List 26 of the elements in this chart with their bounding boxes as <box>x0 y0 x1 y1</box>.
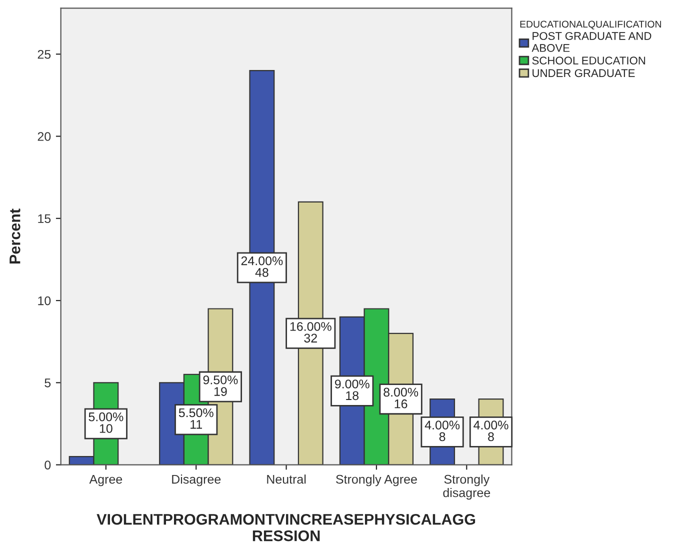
data-label: 9.50% 19 <box>203 375 238 396</box>
x-tick-label: Disagree <box>172 474 221 486</box>
y-axis-title: Percent <box>10 208 20 264</box>
data-label: 8.00% 16 <box>384 388 418 408</box>
x-tick-label: Agree <box>89 474 122 486</box>
legend-label: UNDER GRADUATE <box>532 69 635 78</box>
y-tick-label: 20 <box>38 132 51 141</box>
data-label: 4.00% 8 <box>424 420 460 442</box>
legend-title: EDUCATIONALQUALIFICATION <box>520 20 661 30</box>
legend-label: SCHOOL EDUCATION <box>532 56 646 64</box>
data-label: 5.50% 11 <box>178 408 214 429</box>
y-tick-label: 10 <box>38 296 51 306</box>
y-tick-label: 0 <box>44 460 51 470</box>
legend-label: POST GRADUATE AND ABOVE <box>532 32 652 52</box>
y-tick-label: 5 <box>44 378 51 388</box>
y-tick-label: 15 <box>38 214 51 224</box>
data-label: 24.00% 48 <box>241 256 283 277</box>
data-label: 4.00% 8 <box>474 420 508 442</box>
y-tick-label: 25 <box>38 50 51 59</box>
x-tick-label: Strongly Agree <box>336 474 417 486</box>
x-axis-title: VIOLENTPROGRAMONTVINCREASEPHYSICALAGG RESSION <box>96 514 476 542</box>
data-label: 5.00% 10 <box>88 412 124 433</box>
x-tick-label: Neutral <box>267 474 306 484</box>
data-label: 9.00% 18 <box>334 380 370 400</box>
x-tick-label: Strongly disagree <box>443 474 490 500</box>
data-label: 16.00% 32 <box>290 322 332 343</box>
